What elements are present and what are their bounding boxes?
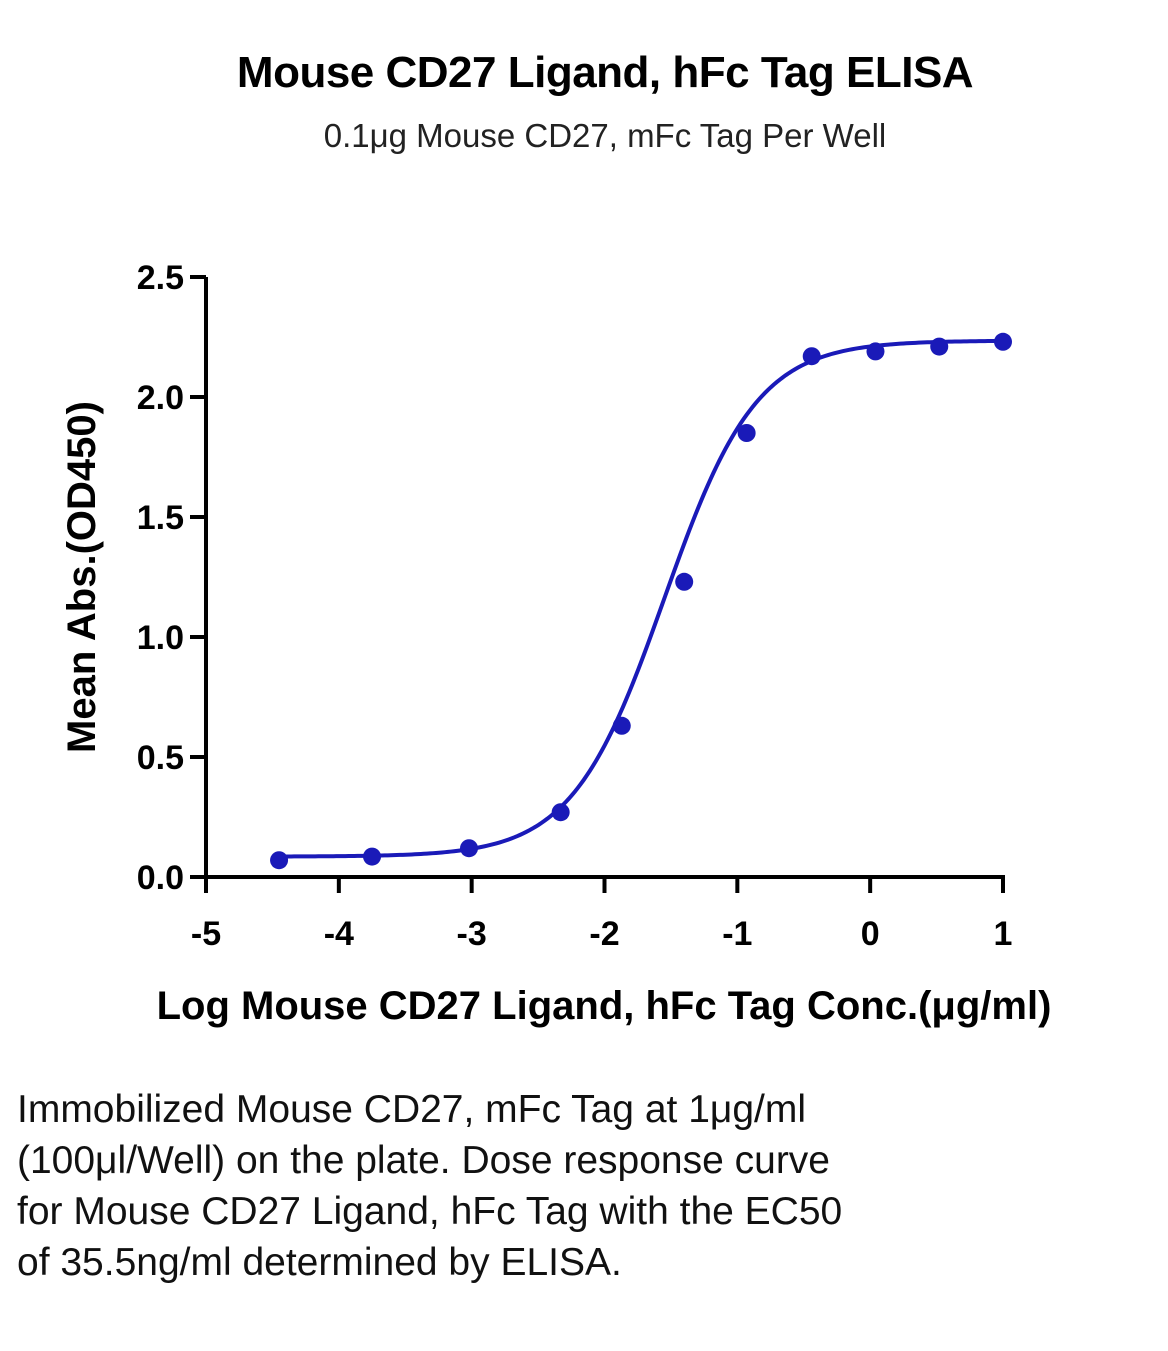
dose-response-chart: 0.0 0.5 1.0 1.5 2.0 2.5 -5 -4 -3 -2 -1 0 1 Log Mouse… [60,259,1052,1028]
data-point [994,332,1012,351]
x-tick-label: 0 [861,915,880,953]
x-tick-label: -2 [589,915,619,953]
y-tick-label: 2.0 [137,379,184,417]
data-point [551,803,570,822]
data-point [675,572,694,591]
x-tick-label: 1 [994,915,1013,953]
data-points-layer [270,332,1012,870]
x-axis-title: Log Mouse CD27 Ligand, hFc Tag Conc.(μg/… [157,984,1052,1028]
data-point [802,347,821,366]
x-tick-label: -3 [457,915,487,953]
chart-subtitle: 0.1μg Mouse CD27, mFc Tag Per Well [323,117,887,154]
x-tick-label: -4 [324,915,354,953]
y-tick-label: 0.0 [137,859,184,897]
y-axis-title: Mean Abs.(OD450) [60,401,104,753]
y-tick-label: 1.5 [137,499,184,537]
data-point [866,342,885,361]
chart-axes: 0.0 0.5 1.0 1.5 2.0 2.5 -5 -4 -3 -2 -1 0 1 [137,259,1013,953]
y-tick-label: 2.5 [137,259,184,297]
y-tick-label: 1.0 [137,619,184,657]
fit-curve-layer [279,338,1004,859]
data-point [612,716,631,735]
data-point [270,851,289,870]
fit-curve [279,338,1004,859]
data-point [363,847,382,866]
x-tick-label: -1 [722,915,752,953]
data-point [930,337,949,356]
figure-caption: Immobilized Mouse CD27, mFc Tag at 1μg/m… [17,1088,843,1284]
chart-title: Mouse CD27 Ligand, hFc Tag ELISA [236,48,974,97]
data-point [460,839,479,858]
x-tick-label: -5 [191,915,221,953]
data-point [737,424,756,442]
y-tick-label: 0.5 [137,739,184,777]
